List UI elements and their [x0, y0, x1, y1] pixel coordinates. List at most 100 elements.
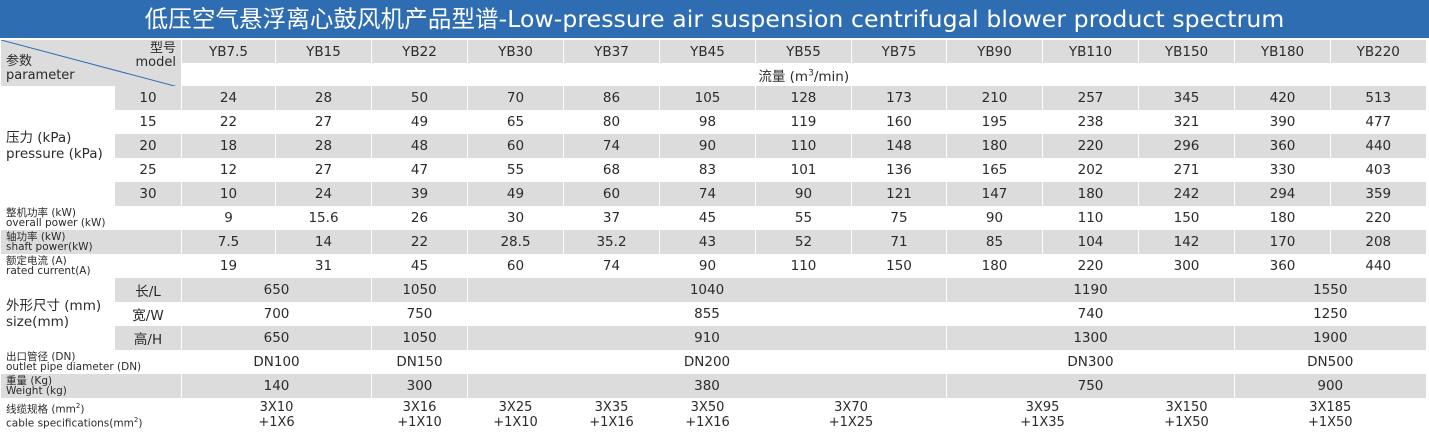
shaft-power-cell: 208 [1330, 230, 1426, 254]
flow-cell: 68 [563, 158, 660, 182]
flow-cell: 27 [275, 110, 372, 134]
flow-cell: 22 [181, 110, 276, 134]
weight-cell: 140 [181, 374, 372, 398]
model-header-cell: YB55 [755, 40, 852, 63]
flow-cell: 238 [1042, 110, 1139, 134]
width-cell: 855 [467, 302, 947, 326]
flow-cell: 360 [1234, 134, 1331, 158]
length-cell: 1550 [1234, 278, 1426, 302]
model-header-cell: YB45 [659, 40, 756, 63]
outlet-cell: DN100 [181, 350, 372, 374]
rated-current-cell: 74 [563, 254, 660, 278]
flow-cell: 86 [563, 86, 660, 110]
model-header-cell: YB7.5 [181, 40, 276, 63]
cable-cell: 3X25 +1X10 [467, 398, 564, 431]
cable-cell: 3X185 +1X50 [1234, 398, 1426, 431]
pressure-value-cell: 25 [114, 158, 182, 182]
flow-cell: 24 [181, 86, 276, 110]
shaft-power-cell: 52 [755, 230, 852, 254]
flow-cell: 98 [659, 110, 756, 134]
flow-cell: 50 [371, 86, 468, 110]
product-spectrum-table: 型号 model 参数 parameter YB7.5 YB15 YB22 YB… [0, 40, 1426, 431]
flow-cell: 39 [371, 182, 468, 206]
flow-cell: 27 [275, 158, 372, 182]
flow-cell: 296 [1138, 134, 1235, 158]
model-header-cell: YB30 [467, 40, 564, 63]
table-row: 重量 (Kg) Weight (kg) 140 300 380 750 900 [0, 374, 1426, 398]
table-row: 出口管径 (DN) outlet pipe diameter (DN) DN10… [0, 350, 1426, 374]
overall-power-cell: 37 [563, 206, 660, 230]
length-label: 长/L [114, 278, 182, 302]
overall-power-cell: 30 [467, 206, 564, 230]
model-header-cell: YB37 [563, 40, 660, 63]
flow-cell: 477 [1330, 110, 1426, 134]
rated-current-cell: 110 [755, 254, 852, 278]
cable-cell: 3X35 +1X16 [563, 398, 660, 431]
overall-power-cell: 110 [1042, 206, 1139, 230]
model-header-cell: YB220 [1330, 40, 1426, 63]
flow-cell: 294 [1234, 182, 1331, 206]
cable-cell: 3X10 +1X6 [181, 398, 372, 431]
flow-cell: 74 [659, 182, 756, 206]
flow-cell: 173 [851, 86, 947, 110]
height-cell: 650 [181, 326, 372, 350]
outlet-label: 出口管径 (DN) outlet pipe diameter (DN) [0, 350, 182, 374]
shaft-power-label: 轴功率 (kW) shaft power(kW) [0, 230, 182, 254]
flow-cell: 60 [467, 134, 564, 158]
height-label: 高/H [114, 326, 182, 350]
table-row: 压力 (kPa) pressure (kPa) 10 24 28 50 70 8… [0, 86, 1426, 206]
flow-cell: 101 [755, 158, 852, 182]
flow-cell: 24 [275, 182, 372, 206]
overall-power-cell: 75 [851, 206, 947, 230]
overall-power-cell: 180 [1234, 206, 1331, 230]
overall-power-label: 整机功率 (kW) overall power (kW) [0, 206, 182, 230]
flow-cell: 390 [1234, 110, 1331, 134]
flow-cell: 403 [1330, 158, 1426, 182]
table-row: 线缆规格 (mm2) cable specifications(mm2) 3X1… [0, 398, 1426, 431]
header-diagonal-line [1, 40, 177, 86]
outlet-cell: DN150 [371, 350, 468, 374]
cable-cell: 3X16 +1X10 [371, 398, 468, 431]
height-cell: 1900 [1234, 326, 1426, 350]
outlet-cell: DN300 [946, 350, 1235, 374]
header-corner-cell: 型号 model 参数 parameter [0, 40, 182, 86]
flow-cell: 136 [851, 158, 947, 182]
overall-power-cell: 90 [946, 206, 1043, 230]
flow-cell: 180 [946, 134, 1043, 158]
model-header-cell: YB150 [1138, 40, 1235, 63]
length-cell: 650 [181, 278, 372, 302]
flow-cell: 121 [851, 182, 947, 206]
flow-cell: 210 [946, 86, 1043, 110]
shaft-power-cell: 7.5 [181, 230, 276, 254]
table-row: 20 18 28 48 60 74 90 110 148 180 220 296… [1, 134, 1426, 158]
flow-cell: 513 [1330, 86, 1426, 110]
shaft-power-cell: 85 [946, 230, 1043, 254]
rated-current-cell: 90 [659, 254, 756, 278]
flow-cell: 440 [1330, 134, 1426, 158]
flow-cell: 70 [467, 86, 564, 110]
table-row: 15 22 27 49 65 80 98 119 160 195 238 321… [1, 110, 1426, 134]
width-label: 宽/W [114, 302, 182, 326]
flow-cell: 12 [181, 158, 276, 182]
shaft-power-cell: 14 [275, 230, 372, 254]
flow-cell: 147 [946, 182, 1043, 206]
flow-cell: 359 [1330, 182, 1426, 206]
flow-cell: 55 [467, 158, 564, 182]
outlet-cell: DN500 [1234, 350, 1426, 374]
flow-cell: 220 [1042, 134, 1139, 158]
size-label: 外形尺寸 (mm) size(mm) [0, 278, 115, 350]
pressure-value-cell: 15 [114, 110, 182, 134]
flow-cell: 119 [755, 110, 852, 134]
weight-label: 重量 (Kg) Weight (kg) [0, 374, 182, 398]
shaft-power-cell: 35.2 [563, 230, 660, 254]
flow-cell: 165 [946, 158, 1043, 182]
model-header-cell: YB75 [851, 40, 947, 63]
flow-cell: 321 [1138, 110, 1235, 134]
flow-cell: 195 [946, 110, 1043, 134]
flow-cell: 420 [1234, 86, 1331, 110]
cable-label: 线缆规格 (mm2) cable specifications(mm2) [0, 398, 182, 431]
height-cell: 1050 [371, 326, 468, 350]
flow-unit-label: 流量 (m3/min) [181, 63, 1426, 86]
pressure-value-cell: 10 [114, 86, 182, 110]
table-row: 宽/W 700 750 855 740 1250 [1, 302, 1426, 326]
